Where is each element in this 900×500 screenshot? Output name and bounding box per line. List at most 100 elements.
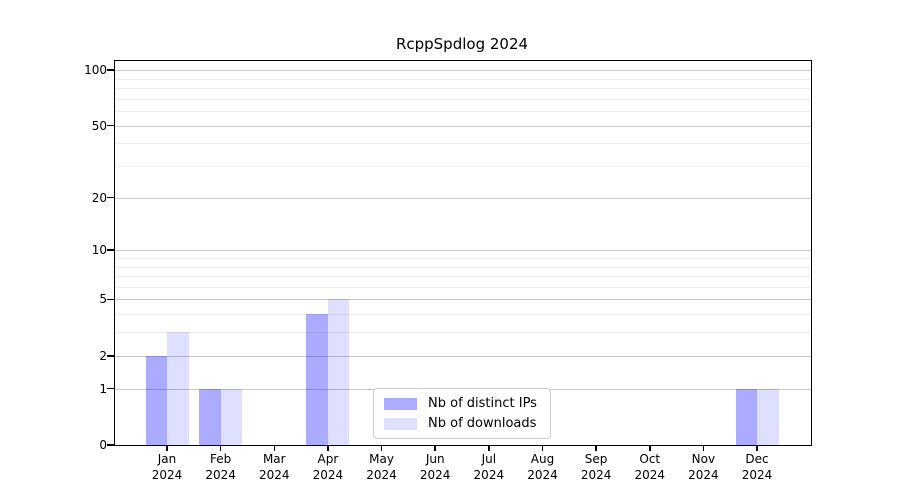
bar-distinct-ips-jan (145, 355, 167, 445)
x-tick-label: Feb 2024 (191, 451, 251, 483)
minor-gridline (115, 314, 811, 316)
legend-swatch (384, 397, 417, 410)
x-axis-tick (327, 445, 329, 451)
x-tick-month: May (369, 452, 394, 466)
minor-gridline (115, 98, 811, 100)
minor-gridline (115, 166, 811, 168)
x-tick-year: 2024 (258, 468, 290, 482)
minor-gridline (115, 332, 811, 334)
x-tick-month: Oct (639, 452, 661, 466)
minor-gridline (115, 143, 811, 145)
minor-gridline (115, 286, 811, 288)
legend-entry: Nb of downloads (384, 416, 537, 431)
x-tick-label: Jul 2024 (459, 451, 519, 483)
y-tick-label: 5 (99, 292, 107, 307)
x-tick-year: 2024 (419, 468, 451, 482)
major-gridline (115, 125, 811, 127)
major-gridline (115, 197, 811, 199)
x-tick-month: Dec (745, 452, 769, 466)
x-axis-tick (756, 445, 758, 451)
y-axis-tick (107, 355, 114, 357)
x-axis-tick (273, 445, 276, 451)
major-gridline (115, 250, 811, 252)
legend-entry: Nb of distinct IPs (384, 396, 537, 411)
minor-gridline (115, 276, 811, 278)
x-tick-label: Dec 2024 (727, 451, 787, 483)
y-axis-tick (107, 387, 114, 390)
x-tick-year: 2024 (741, 468, 773, 482)
y-axis-tick (107, 249, 114, 251)
x-tick-label: Aug 2024 (512, 451, 572, 483)
x-tick-month: Apr (317, 452, 339, 466)
y-axis-tick (107, 124, 114, 127)
x-tick-label: Nov 2024 (673, 451, 733, 483)
x-tick-year: 2024 (634, 468, 666, 482)
x-tick-year: 2024 (580, 468, 612, 482)
x-tick-label: Oct 2024 (620, 451, 680, 483)
x-tick-month: Jan (157, 452, 177, 466)
y-tick-label: 2 (99, 348, 107, 363)
x-tick-year: 2024 (205, 468, 236, 482)
x-tick-month: Jul (481, 452, 497, 466)
x-tick-year: 2024 (527, 468, 558, 482)
bar-distinct-ips-feb (199, 388, 221, 445)
legend-label: Nb of downloads (428, 416, 537, 431)
x-tick-label: Jan 2024 (137, 451, 197, 483)
minor-gridline (115, 78, 811, 80)
x-axis-tick (649, 445, 651, 451)
x-tick-month: Nov (691, 452, 716, 466)
x-tick-month: Mar (262, 452, 286, 466)
x-tick-label: Sep 2024 (566, 451, 626, 483)
legend-label: Nb of distinct IPs (428, 396, 537, 411)
y-axis-tick (107, 298, 114, 301)
x-tick-year: 2024 (312, 468, 344, 482)
x-tick-year: 2024 (151, 468, 183, 482)
x-tick-year: 2024 (688, 468, 719, 482)
x-axis-tick (595, 445, 597, 451)
x-tick-month: Feb (210, 452, 232, 466)
bar-distinct-ips-apr (306, 314, 328, 445)
major-gridline (115, 355, 811, 357)
x-tick-month: Jun (425, 452, 445, 466)
legend: Nb of distinct IPs Nb of downloads (373, 388, 551, 439)
x-axis-tick (702, 445, 705, 451)
bar-downloads-apr (327, 299, 350, 445)
minor-gridline (115, 257, 811, 259)
y-tick-label: 20 (91, 190, 107, 205)
y-tick-label: 100 (84, 63, 107, 78)
major-gridline (115, 299, 811, 301)
y-axis-tick (107, 444, 114, 446)
bar-downloads-feb (220, 388, 243, 445)
y-tick-label: 10 (91, 243, 107, 258)
x-tick-month: Sep (584, 452, 608, 466)
bar-downloads-jan (167, 332, 189, 445)
chart-title: RcppSpdlog 2024 (395, 35, 529, 53)
bar-distinct-ips-dec (735, 388, 758, 445)
x-axis-tick (219, 445, 222, 451)
y-tick-label: 50 (91, 118, 107, 133)
y-tick-label: 0 (99, 438, 107, 452)
x-axis-tick (488, 445, 490, 451)
major-gridline (115, 70, 811, 72)
x-axis-tick (166, 445, 168, 451)
y-axis-tick (107, 196, 114, 199)
y-axis-tick (107, 69, 114, 71)
bar-downloads-dec (757, 388, 779, 445)
x-tick-label: Apr 2024 (298, 451, 358, 483)
x-axis-tick (434, 445, 436, 451)
x-tick-label: May 2024 (352, 451, 412, 483)
minor-gridline (115, 88, 811, 90)
minor-gridline (115, 111, 811, 113)
x-tick-month: Aug (530, 452, 555, 466)
minor-gridline (115, 266, 811, 268)
y-tick-label: 1 (99, 381, 107, 396)
x-tick-year: 2024 (473, 468, 505, 482)
plot-area: 0 1 2 5 10 20 50 100 Jan 2024 Feb 2024 Mar 2024 Apr 202… (84, 60, 812, 482)
x-axis-tick (541, 445, 544, 451)
x-axis-tick (380, 445, 383, 451)
legend-swatch (384, 417, 417, 430)
x-tick-label: Jun 2024 (405, 451, 465, 483)
x-tick-year: 2024 (366, 468, 397, 482)
x-tick-label: Mar 2024 (244, 451, 304, 483)
